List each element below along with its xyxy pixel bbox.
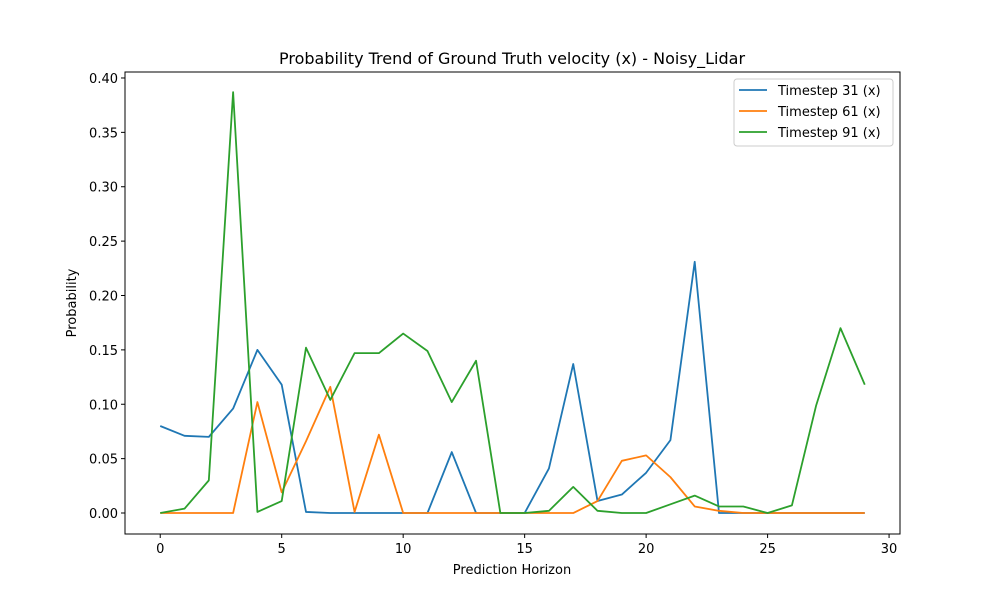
axis-ticks: 0 5 10 15 20 25 30 0.00 0.05 0.10 0.15 0.20 0.25 0.30… [89, 72, 897, 557]
legend-label: Timestep 61 (x) [777, 105, 881, 120]
chart-title: Probability Trend of Ground Truth veloci… [279, 49, 745, 69]
series-line-3 [160, 91, 866, 514]
x-tick-label: 25 [759, 542, 776, 557]
y-tick-label: 0.00 [89, 507, 118, 522]
x-tick-label: 5 [278, 542, 286, 557]
y-tick-label: 0.25 [89, 235, 118, 250]
legend-label: Timestep 91 (x) [777, 126, 881, 141]
x-tick-label: 10 [395, 542, 412, 557]
y-tick-label: 0.30 [89, 181, 118, 196]
x-axis-label: Prediction Horizon [453, 563, 571, 578]
y-tick-label: 0.20 [89, 289, 118, 304]
legend-box [733, 78, 894, 147]
y-tick-label: 0.35 [89, 126, 118, 141]
legend: Timestep 31 (x) Timestep 61 (x) Timestep 9… [733, 78, 894, 147]
y-axis-label: Probability [65, 268, 80, 337]
y-tick-label: 0.15 [89, 344, 118, 359]
y-tick-label: 0.05 [89, 453, 118, 468]
x-tick-label: 0 [156, 542, 164, 557]
series-lines [159, 91, 866, 514]
y-tick-label: 0.40 [89, 72, 118, 87]
legend-label: Timestep 31 (x) [777, 84, 881, 99]
x-tick-label: 20 [638, 542, 655, 557]
x-tick-label: 30 [881, 542, 898, 557]
x-tick-label: 15 [516, 542, 533, 557]
plot-frame [124, 71, 901, 535]
y-tick-label: 0.10 [89, 398, 118, 413]
